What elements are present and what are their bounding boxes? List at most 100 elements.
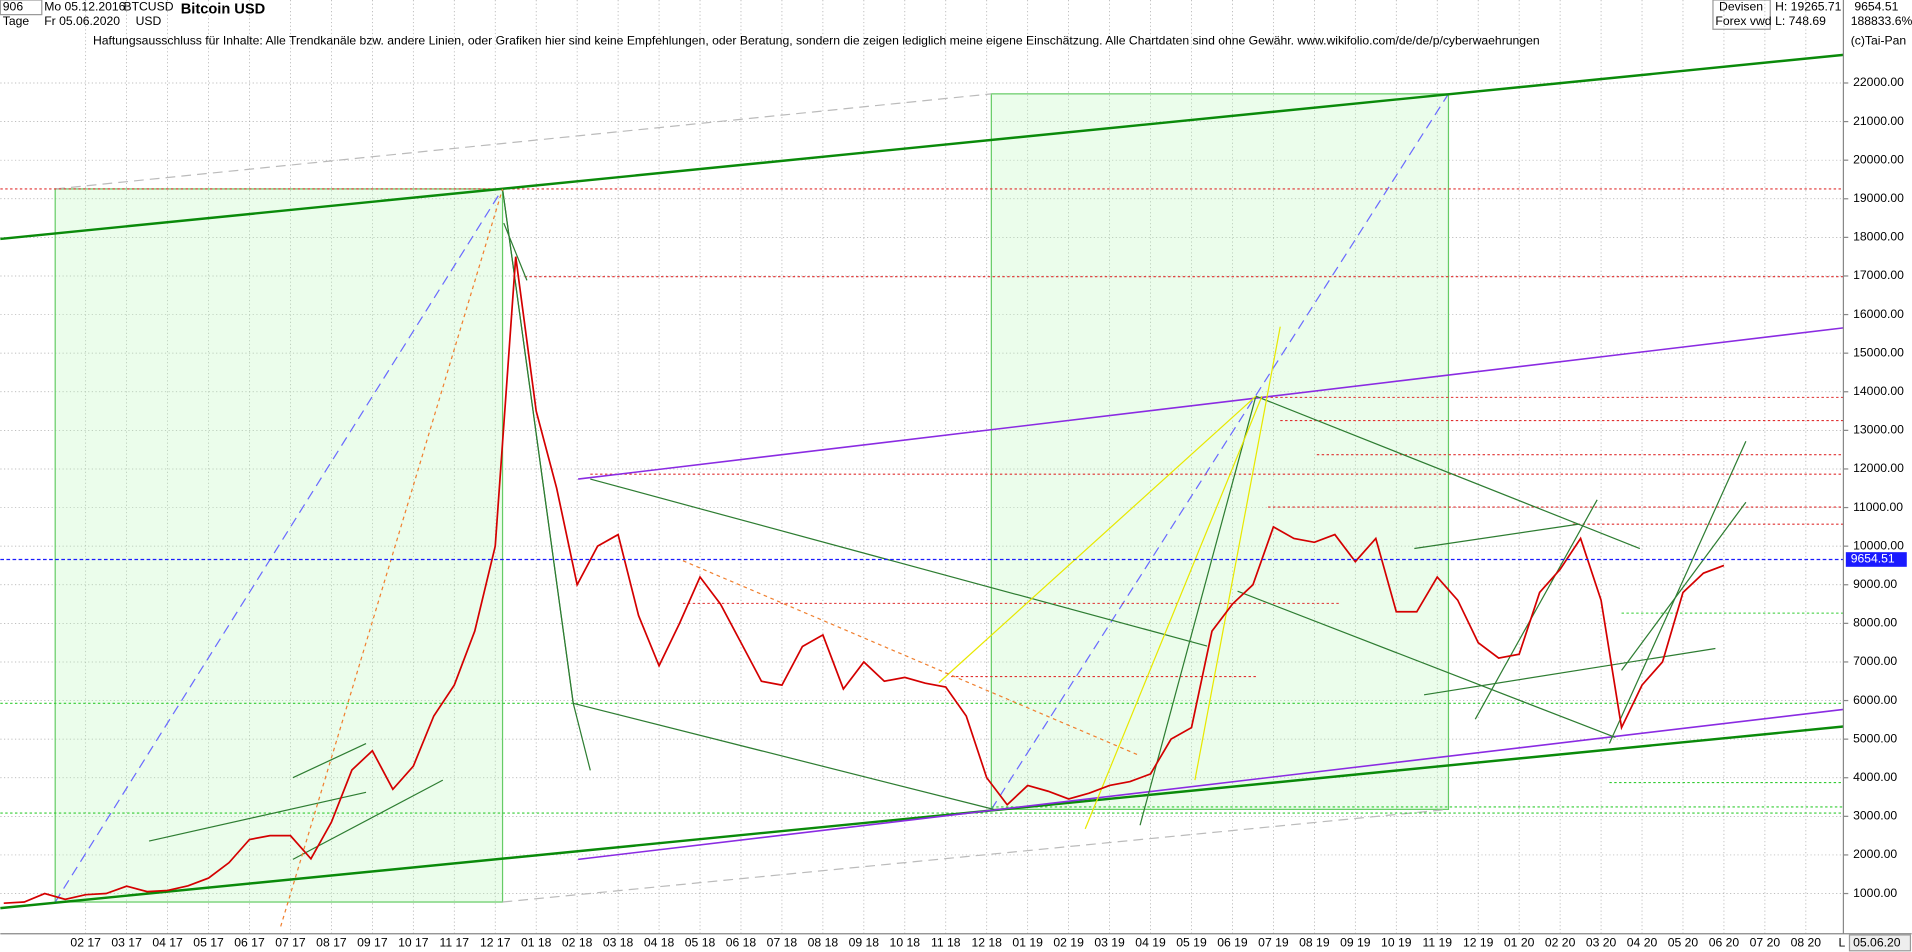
x-tick-label: 06 18	[726, 936, 757, 950]
x-tick-label: 06 17	[234, 936, 265, 950]
y-tick-label: 7000.00	[1853, 654, 1897, 668]
fan-lines	[280, 188, 1141, 927]
x-tick-label: 02 20	[1545, 936, 1576, 950]
x-tick-label: 03 17	[111, 936, 142, 950]
y-tick-label: 22000.00	[1853, 75, 1904, 89]
x-tick-label: 02 17	[70, 936, 101, 950]
diagonal	[55, 93, 992, 190]
source: Forex vwd	[1715, 14, 1771, 28]
x-tick-label: 06 19	[1217, 936, 1248, 950]
price-series	[0, 256, 1844, 905]
y-tick-label: 11000.00	[1853, 500, 1903, 514]
x-tick-label: 02 19	[1053, 936, 1084, 950]
x-tick-label: 05 18	[685, 936, 716, 950]
count: 906	[3, 0, 24, 14]
box	[1848, 934, 1912, 952]
x-tick-label: 07 19	[1258, 936, 1289, 950]
high: H: 19265.71	[1775, 0, 1842, 14]
x-tick-label: 08 19	[1299, 936, 1330, 950]
x-tick-label: 12 19	[1463, 936, 1494, 950]
x-tick-label: 11 19	[1422, 936, 1452, 950]
y-tick-label: 8000.00	[1853, 616, 1897, 630]
y-tick-label: 13000.00	[1853, 423, 1904, 437]
x-tick-label: 09 19	[1340, 936, 1371, 950]
last-price-tag	[1845, 552, 1907, 567]
x-tick-label: 10 18	[890, 936, 921, 950]
last-price-label: 9654.51	[1851, 552, 1895, 566]
x-tick-label: 03 19	[1094, 936, 1125, 950]
fan-lines	[938, 326, 1281, 830]
channel-bottom	[0, 725, 1844, 910]
x-tick-label: 02 18	[562, 936, 593, 950]
trend-lines	[148, 188, 1747, 860]
end-date: Fr 05.06.2020	[44, 14, 120, 28]
y-tick-label: 5000.00	[1853, 731, 1897, 745]
y-tick-label: 3000.00	[1853, 809, 1897, 823]
x-tick-label: 10 19	[1381, 936, 1412, 950]
support-lines	[0, 612, 1844, 814]
y-tick-label: 1000.00	[1853, 886, 1897, 900]
y-tick-label: 18000.00	[1853, 230, 1904, 244]
box	[1712, 0, 1771, 30]
x-tick-label: 01 19	[1012, 936, 1043, 950]
y-tick-label: 20000.00	[1853, 152, 1904, 166]
x-tick-label: 04 19	[1135, 936, 1166, 950]
period: Tage	[3, 14, 30, 28]
x-tick-label: 08 20	[1791, 936, 1822, 950]
zone-box	[990, 93, 1450, 810]
x-tick-label: 04 18	[644, 936, 675, 950]
y-tick-label: 21000.00	[1853, 114, 1904, 128]
y-tick-label: 4000.00	[1853, 770, 1897, 784]
x-tick-label: 05 17	[193, 936, 224, 950]
market: Devisen	[1719, 0, 1763, 14]
axis-date: 05.06.20	[1853, 936, 1901, 950]
y-tick-label: 6000.00	[1853, 693, 1897, 707]
x-tick-label: 11 17	[439, 936, 469, 950]
purple-line	[578, 327, 1844, 480]
copyright: (c)Tai-Pan	[1851, 34, 1906, 48]
symbol: BTCUSD	[123, 0, 173, 14]
x-tick-label: 08 17	[316, 936, 347, 950]
channel-top	[0, 53, 1844, 241]
x-tick-label: 12 18	[971, 936, 1002, 950]
x-tick-label: 03 18	[603, 936, 634, 950]
y-tick-label: 14000.00	[1853, 384, 1904, 398]
last-price: 9654.51	[1854, 0, 1898, 14]
low: L: 748.69	[1775, 14, 1826, 28]
x-tick-label: 04 17	[152, 936, 183, 950]
y-tick-label: 19000.00	[1853, 191, 1904, 205]
currency: USD	[136, 14, 162, 28]
price-line	[3, 256, 1725, 905]
y-tick-label: 12000.00	[1853, 461, 1904, 475]
x-tick-label: 07 20	[1750, 936, 1781, 950]
change: 188833.6%	[1851, 14, 1912, 28]
purple-line	[578, 708, 1844, 861]
scale-mode: L	[1839, 936, 1846, 950]
x-tick-label: 01 18	[521, 936, 552, 950]
y-tick-label: 16000.00	[1853, 307, 1904, 321]
x-tick-label: 12 17	[480, 936, 511, 950]
y-tick-label: 2000.00	[1853, 847, 1897, 861]
y-tick-label: 15000.00	[1853, 345, 1904, 359]
x-tick-label: 09 17	[357, 936, 388, 950]
disclaimer: Haftungsausschluss für Inhalte: Alle Tre…	[93, 34, 1540, 48]
y-tick-label: 17000.00	[1853, 268, 1904, 282]
box	[0, 0, 43, 16]
diagonal	[54, 188, 504, 903]
title: Bitcoin USD	[181, 2, 265, 18]
x-tick-label: 01 20	[1504, 936, 1535, 950]
x-tick-label: 05 19	[1176, 936, 1207, 950]
y-tick-label: 10000.00	[1853, 538, 1904, 552]
x-tick-label: 05 20	[1668, 936, 1699, 950]
x-tick-label: 04 20	[1627, 936, 1658, 950]
trendlines	[0, 53, 1844, 927]
x-tick-label: 07 17	[275, 936, 306, 950]
x-tick-label: 06 20	[1709, 936, 1740, 950]
x-tick-label: 07 18	[767, 936, 798, 950]
x-tick-label: 11 18	[931, 936, 961, 950]
y-tick-label: 9000.00	[1853, 577, 1897, 591]
x-tick-label: 10 17	[398, 936, 429, 950]
